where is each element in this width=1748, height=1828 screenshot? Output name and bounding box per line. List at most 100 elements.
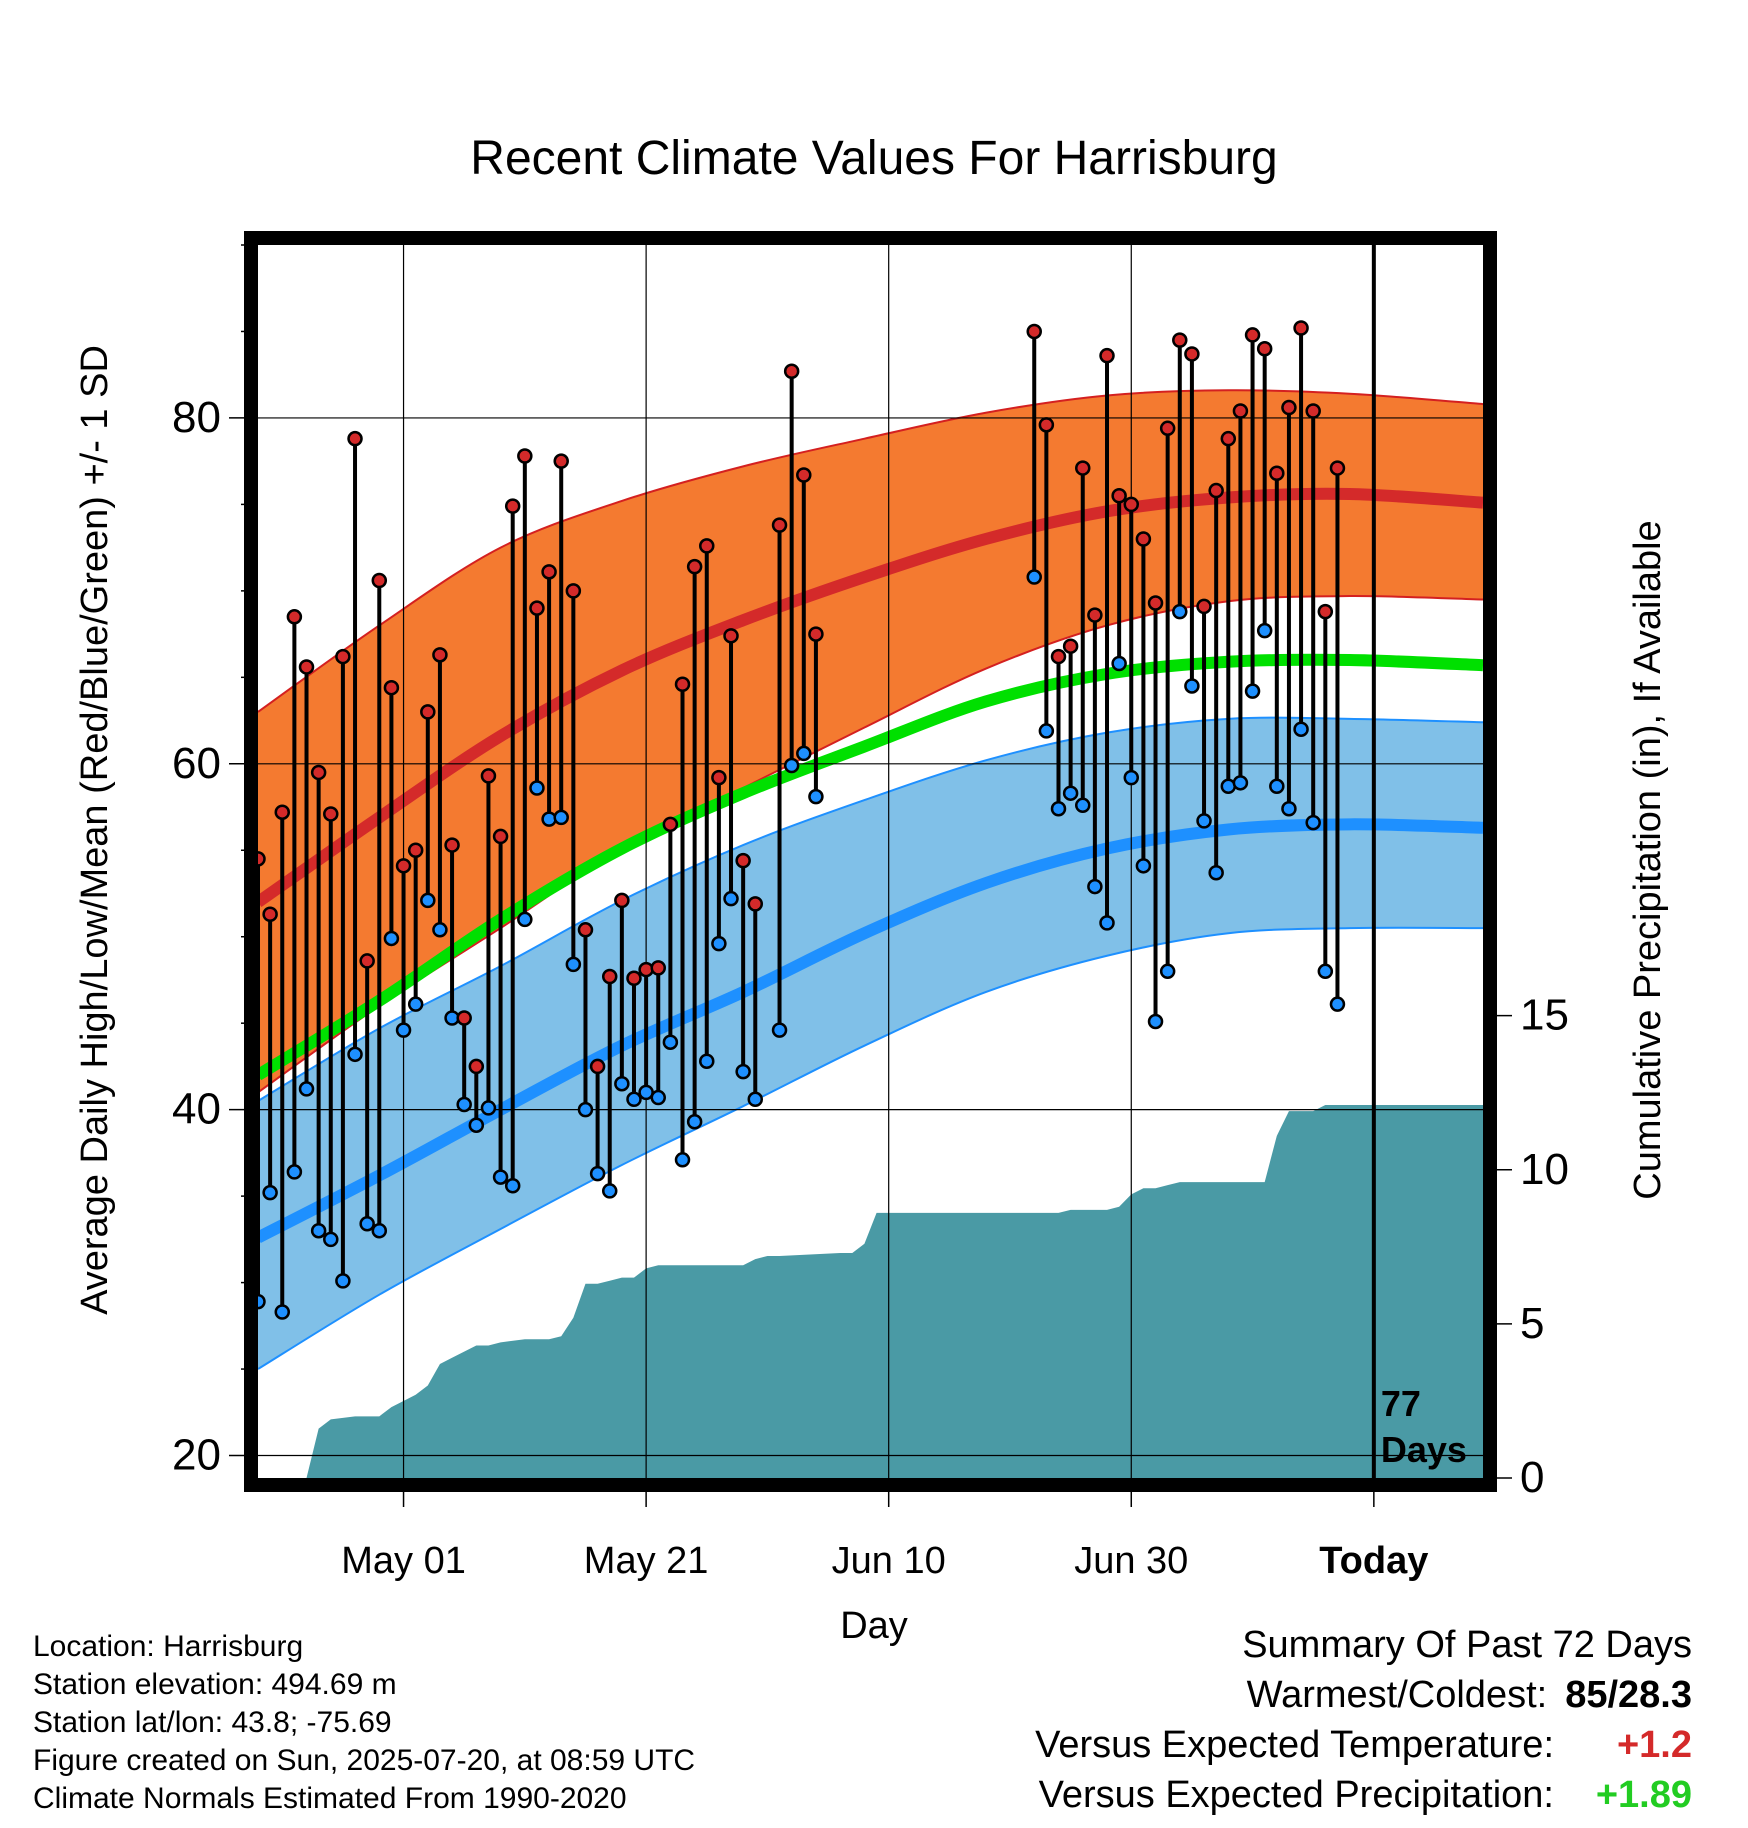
daily-low-point (589, 1165, 606, 1182)
daily-low-point (1305, 814, 1321, 831)
daily-high-point (258, 851, 266, 867)
daily-high-point (395, 858, 412, 874)
daily-high-point (1038, 417, 1055, 433)
daily-low-point (1293, 721, 1309, 737)
daily-high-point (771, 517, 788, 533)
precip-label: Versus Expected Precipitation: (1038, 1774, 1554, 1816)
daily-high-point (638, 961, 654, 978)
chart-title: Recent Climate Values For Harrisburg (470, 132, 1277, 185)
daily-high-point (1123, 496, 1140, 513)
daily-low-point (1038, 723, 1055, 739)
daily-high-point (1026, 323, 1042, 340)
daily-high-point (626, 970, 642, 986)
daily-low-point (783, 757, 800, 774)
y2-axis-label: Cumulative Precipitation (in), If Availa… (1627, 520, 1669, 1199)
daily-low-point (504, 1177, 521, 1194)
daily-high-point (1244, 327, 1261, 343)
daily-high-point (1269, 465, 1285, 482)
daily-high-point (1050, 648, 1067, 665)
daily-high-point (783, 363, 800, 379)
daily-high-point (1135, 531, 1152, 547)
normal-low-line (258, 818, 1483, 1243)
daily-low-point (1050, 801, 1067, 817)
x-tick-label: May 01 (341, 1540, 466, 1582)
daily-high-point (662, 816, 679, 833)
daily-low-point (723, 890, 739, 907)
daily-low-point (1172, 603, 1188, 620)
daily-low-point (1147, 1013, 1164, 1030)
daily-high-point (1087, 607, 1103, 623)
daily-low-point (577, 1101, 594, 1118)
daily-high-point (262, 906, 278, 922)
daily-low-point (1099, 915, 1115, 931)
warmest-value: 85/28.3 (1565, 1674, 1692, 1716)
daily-low-point (383, 930, 400, 947)
daily-high-point (347, 430, 363, 447)
y-tick-label: 40 (172, 1085, 221, 1134)
x-tick-label: Jun 30 (1074, 1540, 1188, 1582)
daily-low-point (395, 1022, 412, 1038)
daily-low-point (529, 780, 545, 796)
daily-high-point (335, 648, 351, 665)
daily-low-point (626, 1091, 642, 1108)
daily-high-point (589, 1058, 606, 1075)
high-sd-band (258, 390, 1483, 1093)
daily-low-point (1329, 996, 1346, 1012)
daily-low-point (1208, 864, 1224, 881)
daily-high-point (286, 609, 303, 625)
daily-low-point (310, 1222, 327, 1239)
normal-mean-line (258, 653, 1483, 1081)
daily-low-point (1062, 785, 1079, 801)
daily-low-point (420, 892, 436, 909)
daily-low-point (1075, 797, 1091, 814)
daily-low-point (674, 1152, 691, 1168)
daily-high-point (1208, 482, 1224, 499)
y-tick-label: 80 (172, 393, 221, 442)
daily-high-point (407, 842, 424, 859)
daily-high-point (686, 558, 703, 575)
daily-high-point (1184, 346, 1200, 362)
daily-low-point (699, 1053, 715, 1069)
daily-high-point (1196, 598, 1212, 615)
daily-high-point (1111, 488, 1127, 504)
normal-high-line (258, 487, 1483, 908)
plot-area: 77 Days (258, 245, 1483, 1478)
daily-high-point (650, 960, 666, 976)
daily-high-point (553, 453, 569, 469)
daily-low-point (517, 911, 533, 928)
daily-low-point (662, 1034, 679, 1050)
daily-high-point (359, 953, 375, 969)
daily-low-point (492, 1169, 509, 1185)
daily-low-point (258, 1293, 266, 1310)
latlon-text: Station lat/lon: 43.8; -75.69 (33, 1706, 392, 1739)
y-tick-label: 60 (172, 739, 221, 788)
plot-content (258, 245, 1483, 1478)
daily-high-point (565, 583, 582, 599)
daily-high-point (1305, 403, 1321, 419)
daily-high-point (1075, 460, 1091, 476)
y2-tick-label: 15 (1520, 991, 1569, 1040)
daily-low-point (274, 1304, 291, 1320)
daily-low-point (371, 1222, 388, 1239)
temp-label: Versus Expected Temperature: (1035, 1724, 1554, 1766)
daily-low-point (1281, 801, 1297, 817)
location-text: Location: Harrisburg (33, 1630, 304, 1663)
daily-high-point (1147, 595, 1164, 611)
daily-low-point (771, 1022, 788, 1038)
today-days-label: Days (1381, 1429, 1467, 1470)
daily-high-point (1329, 460, 1346, 476)
daily-low-point (601, 1183, 618, 1199)
daily-low-point (407, 996, 424, 1012)
y2-tick-label: 0 (1520, 1453, 1544, 1502)
daily-low-point (335, 1273, 351, 1289)
daily-low-point (359, 1216, 375, 1232)
daily-low-point (1196, 813, 1212, 829)
daily-high-point (699, 538, 715, 554)
y2-tick-label: 10 (1520, 1145, 1569, 1194)
created-text: Figure created on Sun, 2025-07-20, at 08… (33, 1744, 696, 1777)
daily-high-point (723, 628, 739, 644)
summary-panel: Summary Of Past 72 Days Warmest/Coldest:… (1035, 1620, 1692, 1820)
daily-high-point (480, 768, 497, 784)
daily-low-point (614, 1075, 630, 1092)
daily-low-point (1159, 963, 1176, 980)
